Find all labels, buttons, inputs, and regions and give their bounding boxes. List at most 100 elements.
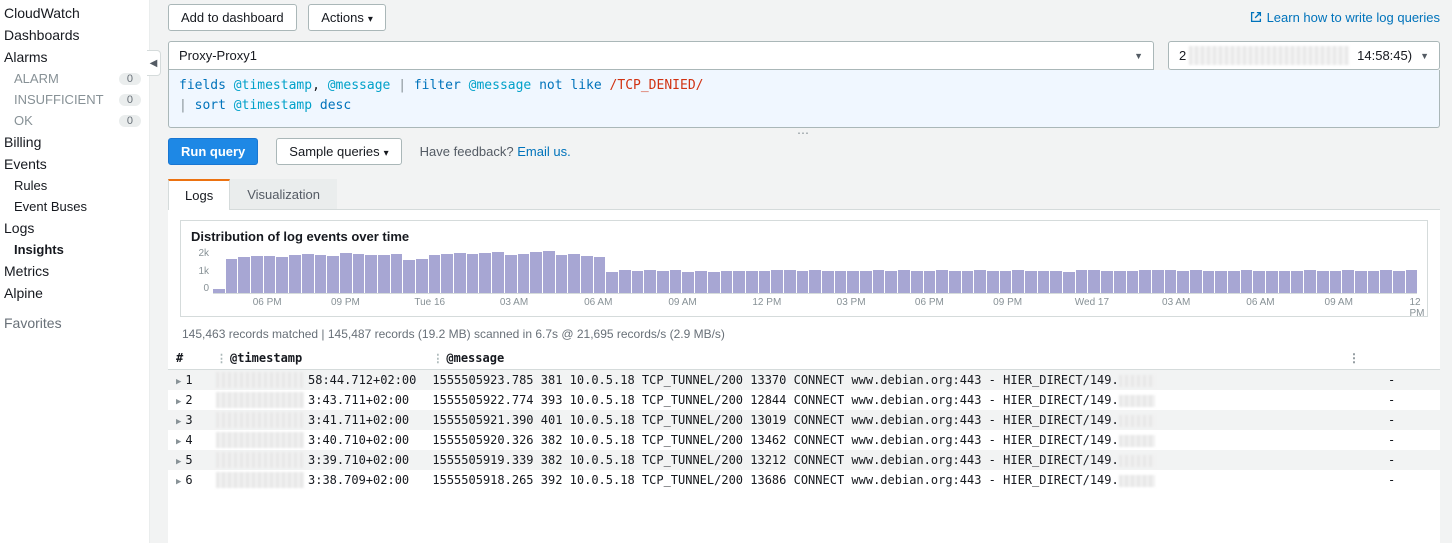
sidebar-item-alarm[interactable]: ALARM0 [0,68,149,89]
chart-bars[interactable] [213,248,1417,294]
histogram-bar[interactable] [1241,270,1253,293]
histogram-bar[interactable] [1088,270,1100,293]
actions-button[interactable]: Actions▾ [308,4,386,31]
sidebar-item-events[interactable]: Events [0,153,149,175]
histogram-bar[interactable] [860,271,872,293]
histogram-bar[interactable] [885,271,897,293]
histogram-bar[interactable] [518,254,530,293]
histogram-bar[interactable] [1063,272,1075,293]
histogram-bar[interactable] [1304,270,1316,293]
histogram-bar[interactable] [1228,271,1240,293]
histogram-bar[interactable] [213,289,225,293]
run-query-button[interactable]: Run query [168,138,258,165]
add-to-dashboard-button[interactable]: Add to dashboard [168,4,297,31]
histogram-bar[interactable] [289,255,301,293]
histogram-bar[interactable] [1393,271,1405,293]
histogram-bar[interactable] [568,254,580,293]
histogram-bar[interactable] [644,270,656,293]
histogram-bar[interactable] [505,255,517,293]
table-row[interactable]: ▶23:43.711+02:001555505922.774 393 10.0.… [168,390,1440,410]
histogram-bar[interactable] [949,271,961,293]
histogram-bar[interactable] [721,271,733,293]
histogram-bar[interactable] [1190,270,1202,293]
col-header-timestamp[interactable]: ⋮@timestamp [208,347,424,370]
sidebar-item-dashboards[interactable]: Dashboards [0,24,149,46]
histogram-bar[interactable] [670,270,682,293]
histogram-bar[interactable] [467,254,479,293]
histogram-bar[interactable] [873,270,885,293]
histogram-bar[interactable] [619,270,631,293]
histogram-bar[interactable] [657,271,669,293]
table-row[interactable]: ▶158:44.712+02:001555505923.785 381 10.0… [168,370,1440,391]
histogram-bar[interactable] [1139,270,1151,293]
histogram-bar[interactable] [315,255,327,293]
histogram-bar[interactable] [1101,271,1113,293]
expand-icon[interactable]: ▶ [176,377,181,387]
histogram-bar[interactable] [416,259,428,294]
sidebar-item-alarms[interactable]: Alarms [0,46,149,68]
histogram-bar[interactable] [1330,271,1342,293]
expand-icon[interactable]: ▶ [176,457,181,467]
sidebar-collapse-handle[interactable]: ◀ [147,50,161,76]
histogram-bar[interactable] [1127,271,1139,293]
histogram-bar[interactable] [797,271,809,293]
time-range-select[interactable]: 2 14:58:45) ▼ [1168,41,1440,70]
histogram-bar[interactable] [898,270,910,293]
histogram-bar[interactable] [1012,270,1024,293]
histogram-bar[interactable] [238,257,250,293]
sidebar-item-alpine[interactable]: Alpine [0,282,149,304]
table-row[interactable]: ▶63:38.709+02:001555505918.265 392 10.0.… [168,470,1440,490]
expand-icon[interactable]: ▶ [176,417,181,427]
histogram-bar[interactable] [581,256,593,293]
sidebar-item-insights[interactable]: Insights [0,239,149,260]
histogram-bar[interactable] [479,253,491,293]
sidebar-item-rules[interactable]: Rules [0,175,149,196]
col-header-message[interactable]: ⋮@message⋮ [424,347,1380,370]
sidebar-item-ok[interactable]: OK0 [0,110,149,131]
help-link[interactable]: Learn how to write log queries [1249,10,1440,25]
sidebar-item-event-buses[interactable]: Event Buses [0,196,149,217]
histogram-bar[interactable] [847,271,859,293]
histogram-bar[interactable] [492,252,504,293]
histogram-bar[interactable] [1406,270,1418,293]
histogram-bar[interactable] [822,271,834,293]
sidebar-item-logs[interactable]: Logs [0,217,149,239]
histogram-bar[interactable] [759,271,771,293]
histogram-bar[interactable] [1317,271,1329,293]
histogram-bar[interactable] [682,272,694,293]
histogram-bar[interactable] [378,255,390,293]
histogram-bar[interactable] [962,271,974,293]
histogram-bar[interactable] [391,254,403,293]
histogram-bar[interactable] [226,259,238,294]
more-icon[interactable]: ⋮ [1348,351,1372,365]
histogram-bar[interactable] [429,255,441,293]
histogram-bar[interactable] [543,251,555,293]
expand-icon[interactable]: ▶ [176,477,181,487]
histogram-bar[interactable] [1266,271,1278,293]
histogram-bar[interactable] [327,256,339,293]
histogram-bar[interactable] [936,270,948,293]
email-us-link[interactable]: Email us. [517,144,570,159]
editor-resize-handle[interactable]: ⋯ [168,128,1440,138]
drag-dots-icon[interactable]: ⋮ [432,352,442,365]
sidebar-item-cloudwatch[interactable]: CloudWatch [0,2,149,24]
table-row[interactable]: ▶33:41.711+02:001555505921.390 401 10.0.… [168,410,1440,430]
histogram-bar[interactable] [1368,271,1380,293]
histogram-bar[interactable] [1203,271,1215,293]
query-editor[interactable]: fields @timestamp, @message | filter @me… [168,70,1440,128]
sidebar-item-insufficient[interactable]: INSUFFICIENT0 [0,89,149,110]
histogram-bar[interactable] [784,270,796,293]
histogram-bar[interactable] [1342,270,1354,293]
histogram-bar[interactable] [353,254,365,293]
table-row[interactable]: ▶53:39.710+02:001555505919.339 382 10.0.… [168,450,1440,470]
tab-logs[interactable]: Logs [168,179,230,210]
histogram-bar[interactable] [1050,271,1062,293]
histogram-bar[interactable] [1152,270,1164,293]
table-row[interactable]: ▶43:40.710+02:001555505920.326 382 10.0.… [168,430,1440,450]
histogram-bar[interactable] [441,254,453,293]
histogram-bar[interactable] [632,271,644,293]
histogram-bar[interactable] [1000,271,1012,293]
histogram-bar[interactable] [911,271,923,293]
histogram-bar[interactable] [1291,271,1303,293]
histogram-bar[interactable] [1177,271,1189,293]
